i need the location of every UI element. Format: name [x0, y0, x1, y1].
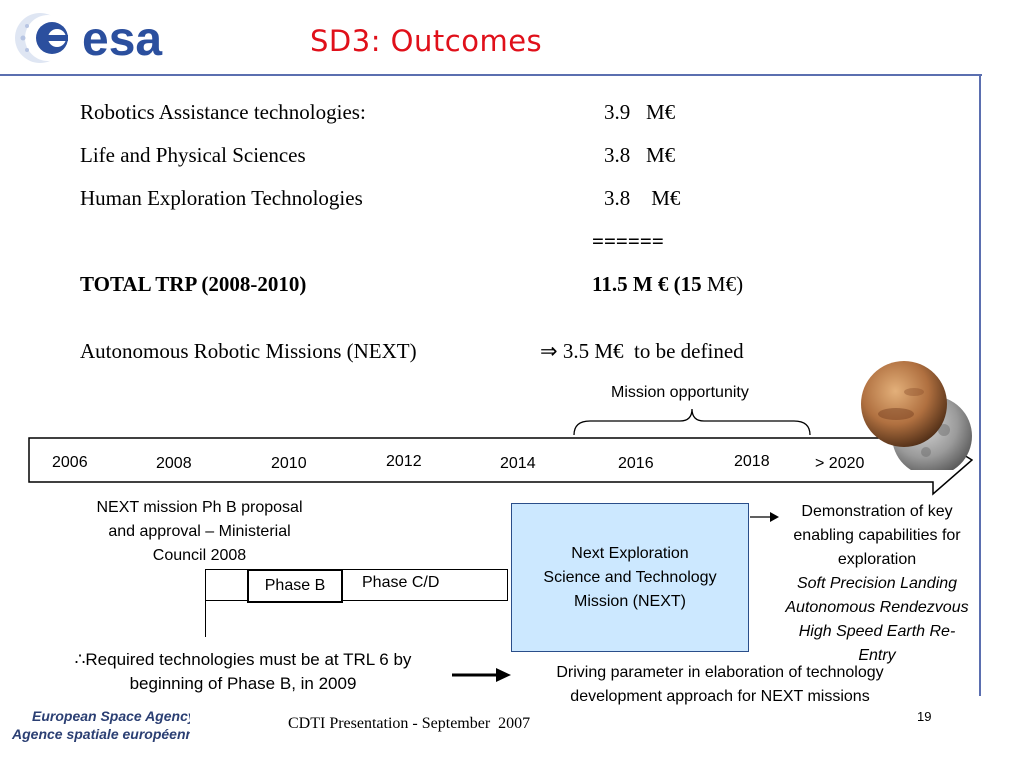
budget-label-human-exploration: Human Exploration Technologies	[80, 186, 363, 210]
mars-moon-image	[861, 361, 972, 470]
esa-logo: esa	[15, 13, 162, 66]
phase-bar-tick	[205, 601, 206, 637]
therefore-icon: ∴	[74, 650, 86, 669]
year-2016: 2016	[618, 455, 654, 472]
esa-logo-emblem	[15, 13, 71, 63]
slide-title: SD3: Outcomes	[310, 24, 543, 58]
footer-presentation: CDTI Presentation - September 2007	[288, 715, 531, 732]
demonstration-item: Soft Precision Landing	[796, 575, 958, 592]
requirement-line-2: beginning of Phase B, in 2009	[129, 674, 357, 693]
next-mission-text: Next Exploration Science and Technology …	[543, 542, 716, 614]
next-proposal-text: NEXT mission Ph B proposal and approval …	[62, 496, 337, 568]
next-proposal-line: NEXT mission Ph B proposal	[96, 499, 303, 516]
demonstration-line: exploration	[837, 551, 917, 568]
requirement-line-1-text: Required technologies must be at TRL 6 b…	[85, 650, 412, 669]
implies-arrow-icon: ⇒	[540, 339, 558, 363]
total-value-bold: 11.5 M € (15	[592, 272, 702, 296]
budget-value-life-sciences: 3.8 M€	[604, 143, 676, 167]
phase-cd-label: Phase C/D	[362, 574, 440, 591]
requirement-line-1: ∴Required technologies must be at TRL 6 …	[36, 648, 450, 672]
next-budget-value: ⇒ 3.5 M€ to be defined	[540, 339, 744, 364]
mission-opportunity-brace	[573, 408, 811, 436]
year-2012: 2012	[386, 453, 422, 470]
demonstration-line: Demonstration of key	[801, 503, 953, 520]
next-budget-label: Autonomous Robotic Missions (NEXT)	[80, 339, 417, 363]
mission-opportunity-label: Mission opportunity	[611, 384, 749, 401]
page-number: 19	[917, 709, 932, 724]
total-value-suffix: M€)	[701, 272, 744, 296]
requirement-text: ∴Required technologies must be at TRL 6 …	[36, 648, 450, 696]
year-2010: 2010	[271, 455, 307, 472]
total-label: TOTAL TRP (2008-2010)	[80, 272, 307, 296]
year-2006: 2006	[52, 454, 88, 471]
demonstration-item: High Speed Earth Re-	[798, 623, 956, 640]
demonstration-item: Autonomous Rendezvous	[785, 599, 969, 616]
driving-parameter-text: Driving parameter in elaboration of tech…	[510, 661, 930, 709]
driving-line-1: Driving parameter in elaboration of tech…	[556, 664, 884, 681]
right-rule	[979, 74, 981, 696]
budget-label-life-sciences: Life and Physical Sciences	[80, 143, 306, 167]
arrow-right-icon	[452, 668, 511, 682]
year-2020-plus: > 2020	[815, 455, 865, 472]
year-2014: 2014	[500, 455, 536, 472]
demonstration-line: enabling capabilities for	[793, 527, 961, 544]
budget-label-robotics: Robotics Assistance technologies:	[80, 100, 366, 124]
agency-name-fr: Agence spatiale européenne	[11, 726, 190, 742]
next-proposal-line: and approval – Ministerial	[108, 523, 291, 540]
budget-separator: ======	[592, 229, 664, 253]
arrow-right-icon	[750, 512, 779, 522]
year-2018: 2018	[734, 453, 770, 470]
next-budget-amount: 3.5 M€ to be defined	[562, 339, 744, 363]
header-rule	[0, 74, 982, 76]
next-mission-line: Next Exploration	[571, 544, 689, 562]
next-mission-line: Mission (NEXT)	[573, 592, 686, 610]
agency-wordmark: European Space Agency Agence spatiale eu…	[11, 708, 190, 742]
total-value: 11.5 M € (15 M€)	[592, 272, 743, 297]
next-mission-line: Science and Technology	[543, 568, 717, 586]
budget-value-robotics: 3.9 M€	[604, 100, 676, 124]
year-2008: 2008	[156, 455, 192, 472]
budget-value-human-exploration: 3.8 M€	[604, 186, 681, 210]
next-proposal-line: Council 2008	[152, 547, 247, 564]
driving-line-2: development approach for NEXT missions	[570, 688, 870, 705]
esa-logo-text: esa	[82, 13, 162, 66]
demonstration-text: Demonstration of key enabling capabiliti…	[762, 500, 992, 668]
phase-b-box: Phase B	[247, 569, 343, 603]
next-mission-box: Next Exploration Science and Technology …	[511, 503, 749, 652]
agency-name-en: European Space Agency	[32, 708, 190, 724]
demonstration-item: Entry	[858, 647, 896, 664]
